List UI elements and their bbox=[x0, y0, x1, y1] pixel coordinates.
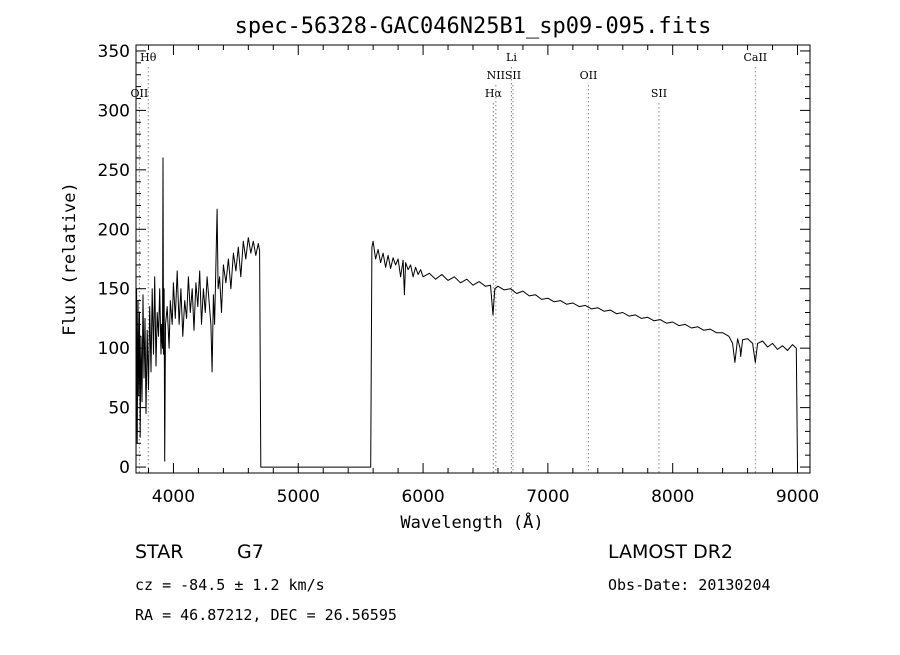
y-tick-label-350: 350 bbox=[98, 42, 130, 62]
y-tick-label-50: 50 bbox=[108, 399, 130, 419]
x-tick-label-4000: 4000 bbox=[152, 487, 195, 507]
line-marker-label-2: Hα bbox=[485, 87, 503, 100]
chart-title: spec-56328-GAC046N25B1_sp09-095.fits bbox=[235, 14, 712, 39]
redshift-info: cz = -84.5 ± 1.2 km/s bbox=[135, 576, 325, 594]
object-class: STAR bbox=[135, 541, 183, 563]
x-tick-label-8000: 8000 bbox=[651, 487, 694, 507]
line-marker-label-3: NII bbox=[487, 69, 505, 82]
y-tick-label-150: 150 bbox=[98, 280, 130, 300]
line-marker-label-4: SII bbox=[505, 69, 521, 82]
line-marker-label-1: Hθ bbox=[140, 51, 157, 64]
axis-ticks: 4000 5000 6000 7000 8000 9000 0 50 100 150 200 250 3… bbox=[98, 42, 820, 507]
object-subclass: G7 bbox=[237, 541, 264, 563]
survey-name: LAMOST DR2 bbox=[608, 541, 733, 563]
y-tick-label-100: 100 bbox=[98, 339, 130, 359]
x-axis-label: Wavelength (Å) bbox=[400, 511, 543, 533]
y-tick-label-0: 0 bbox=[119, 458, 130, 478]
x-tick-label-6000: 6000 bbox=[401, 487, 444, 507]
obs-date: Obs-Date: 20130204 bbox=[608, 576, 771, 594]
line-marker-label-6: OII bbox=[580, 69, 598, 82]
line-marker-label-8: CaII bbox=[743, 51, 767, 64]
x-tick-label-9000: 9000 bbox=[776, 487, 819, 507]
spectrum-series-0 bbox=[135, 157, 798, 468]
y-axis-label: Flux (relative) bbox=[60, 182, 80, 336]
line-marker-label-5: Li bbox=[506, 51, 517, 64]
line-marker-label-0: OII bbox=[131, 87, 149, 100]
y-tick-label-300: 300 bbox=[98, 101, 130, 121]
y-tick-label-200: 200 bbox=[98, 220, 130, 240]
y-tick-label-250: 250 bbox=[98, 161, 130, 181]
x-tick-label-5000: 5000 bbox=[277, 487, 320, 507]
coordinates: RA = 46.87212, DEC = 26.56595 bbox=[135, 606, 397, 624]
line-marker-label-7: SII bbox=[651, 87, 667, 100]
x-tick-label-7000: 7000 bbox=[526, 487, 569, 507]
